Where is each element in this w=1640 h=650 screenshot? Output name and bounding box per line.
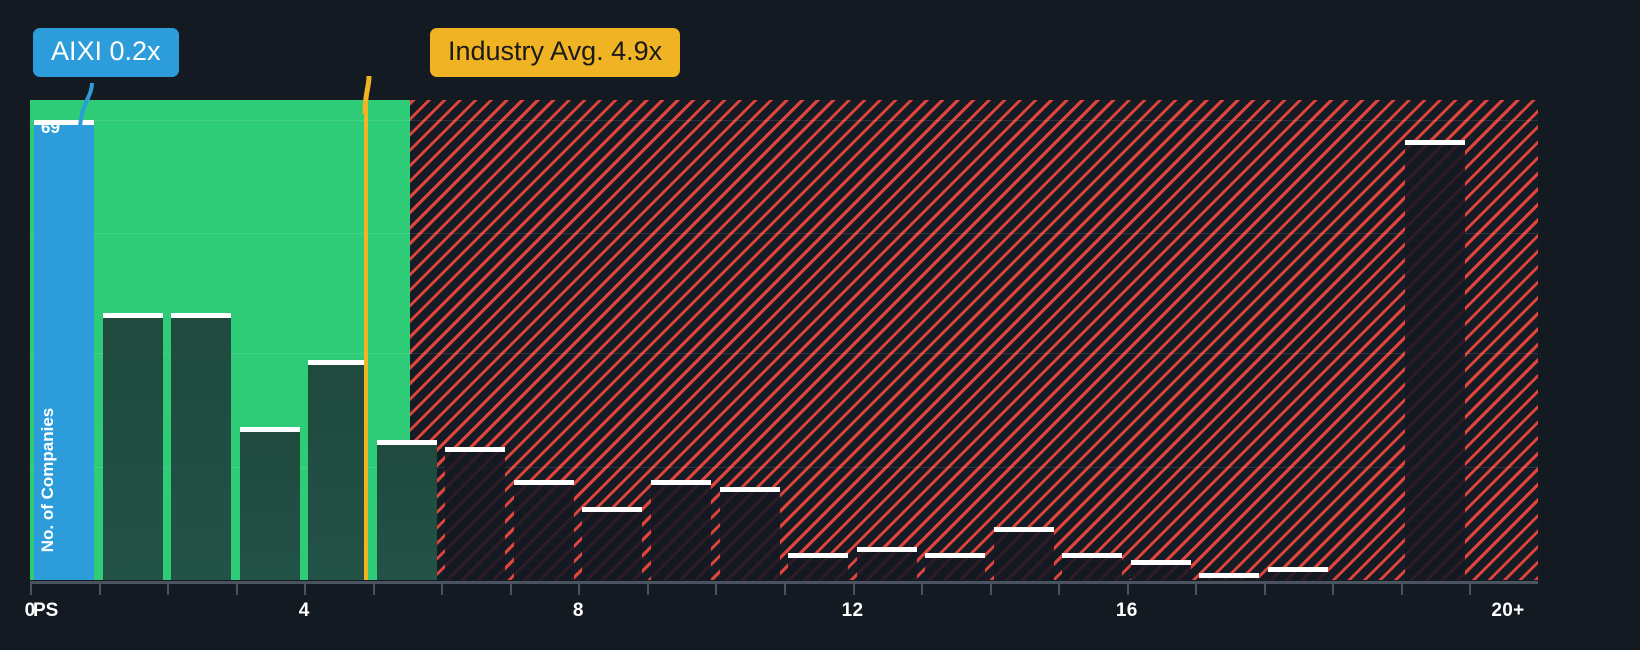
x-axis-tick: [304, 584, 306, 595]
industry-average-callout-tail: [362, 76, 372, 115]
bar-cap: [514, 480, 574, 485]
bar-18-19[interactable]: [1268, 566, 1328, 580]
x-axis-tick: [1127, 584, 1129, 595]
bar-15-16[interactable]: [1062, 553, 1122, 580]
x-axis-label-0: 0: [24, 600, 36, 621]
bar-cap: [582, 506, 642, 512]
gridline: [30, 467, 1538, 468]
x-axis-label-16: 16: [1115, 600, 1138, 621]
bar-cap: [1199, 573, 1259, 579]
company-callout[interactable]: AIXI 0.2x: [33, 28, 179, 78]
x-axis-line: [30, 581, 1538, 584]
bar-20plus[interactable]: [1405, 140, 1465, 580]
x-axis-label-20plus: 20+: [1491, 600, 1525, 621]
x-axis-tick: [510, 584, 512, 595]
bar-cap: [1405, 140, 1465, 145]
x-axis-tick: [99, 584, 101, 595]
gridline: [30, 233, 1538, 234]
x-axis-tick: [30, 584, 32, 595]
x-axis-tick: [853, 584, 855, 595]
bar-cap: [788, 553, 848, 559]
gridline: [30, 120, 1538, 121]
y-axis-title: No. of Companies: [38, 407, 57, 553]
x-axis-tick: [647, 584, 649, 595]
bar-cap: [308, 360, 368, 365]
gridline: [30, 353, 1538, 354]
plot-area: [30, 100, 1538, 580]
bar-3-4[interactable]: [240, 426, 300, 580]
x-axis-tick: [167, 584, 169, 595]
industry-average-callout-label: Industry Avg. 4.9x: [448, 36, 663, 66]
bar-cap: [651, 480, 711, 485]
bar-8-9[interactable]: [582, 506, 642, 580]
bar-12-13[interactable]: [857, 546, 917, 580]
bar-cap: [1268, 566, 1328, 572]
industry-average-callout[interactable]: Industry Avg. 4.9x: [430, 28, 681, 78]
x-axis-tick: [373, 584, 375, 595]
x-axis-tick: [1264, 584, 1266, 595]
bar-1-2[interactable]: [103, 313, 163, 580]
bar-13-14[interactable]: [925, 553, 985, 580]
x-axis-tick: [441, 584, 443, 595]
x-axis-tick: [1332, 584, 1334, 595]
bar-cap: [171, 313, 231, 319]
company-callout-label: AIXI 0.2x: [51, 36, 161, 66]
bar-cap: [994, 526, 1054, 532]
bar-cap: [445, 446, 505, 452]
bar-cap: [925, 553, 985, 559]
bar-cap: [1062, 553, 1122, 559]
company-callout-tail: [78, 83, 94, 130]
x-axis-tick: [1058, 584, 1060, 595]
bar-11-12[interactable]: [788, 553, 848, 580]
x-axis-title: PS: [33, 600, 59, 621]
bar-cap: [240, 426, 300, 432]
x-axis-label-8: 8: [572, 600, 584, 621]
x-axis-tick: [1401, 584, 1403, 595]
bar-0-1[interactable]: [34, 120, 94, 580]
bar-cap: [103, 313, 163, 319]
x-axis-tick: [784, 584, 786, 595]
x-axis-label-12: 12: [841, 600, 864, 621]
bar-9-10[interactable]: [651, 480, 711, 580]
industry-average-line: [363, 100, 368, 580]
bar-2-3[interactable]: [171, 313, 231, 580]
bar-14-15[interactable]: [994, 526, 1054, 580]
bar-cap: [720, 486, 780, 492]
x-axis-tick: [921, 584, 923, 595]
bar-17-18[interactable]: [1199, 573, 1259, 580]
overvalued-zone-hatched: [410, 100, 1538, 580]
x-axis-tick: [1469, 584, 1471, 595]
x-axis-tick: [990, 584, 992, 595]
bar-16-17[interactable]: [1131, 560, 1191, 580]
bar-cap: [377, 440, 437, 445]
bar-4-5[interactable]: [308, 360, 368, 580]
bar-6-7[interactable]: [445, 446, 505, 580]
bar-cap: [34, 120, 94, 125]
bar-cap: [1131, 560, 1191, 565]
x-axis-tick: [715, 584, 717, 595]
x-axis-tick: [236, 584, 238, 595]
x-axis-tick: [578, 584, 580, 595]
bar-10-11[interactable]: [720, 486, 780, 580]
x-axis-label-4: 4: [298, 600, 310, 621]
y-axis-max-label: 69: [41, 118, 60, 137]
bar-cap: [857, 546, 917, 552]
bar-7-8[interactable]: [514, 480, 574, 580]
bar-5-6[interactable]: [377, 440, 437, 580]
x-axis-tick: [1195, 584, 1197, 595]
